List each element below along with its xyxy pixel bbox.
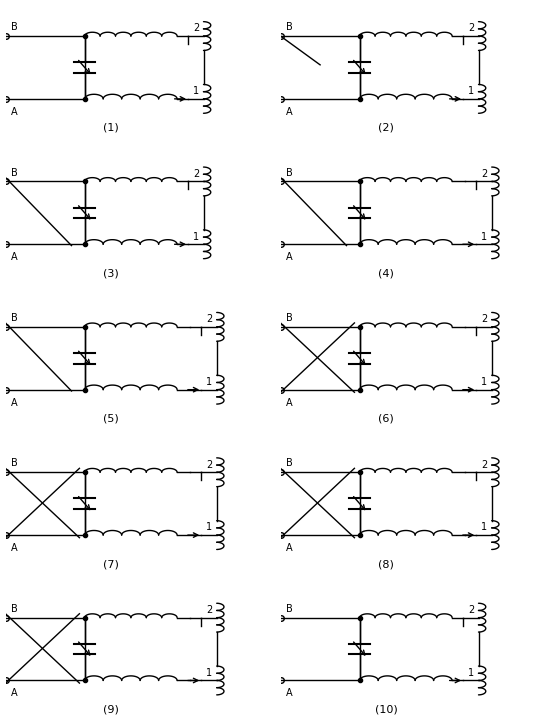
Text: 1: 1 [481,377,487,387]
Text: B: B [11,603,18,614]
Text: (8): (8) [378,559,394,569]
Text: 2: 2 [206,605,212,615]
Text: B: B [11,167,18,177]
Text: 2: 2 [481,314,487,324]
Text: A: A [11,398,18,408]
Text: (1): (1) [103,123,119,133]
Text: (6): (6) [378,414,394,424]
Text: A: A [286,543,293,553]
Text: B: B [286,313,293,323]
Text: 1: 1 [468,87,474,96]
Text: 2: 2 [193,169,199,179]
Text: 2: 2 [206,314,212,324]
Text: (2): (2) [378,123,394,133]
Text: B: B [286,603,293,614]
Text: B: B [286,458,293,468]
Text: 1: 1 [193,87,199,96]
Text: 1: 1 [481,232,487,241]
Text: 2: 2 [468,23,474,33]
Text: (4): (4) [378,268,394,278]
Text: A: A [286,252,293,262]
Text: A: A [11,107,18,117]
Text: A: A [286,398,293,408]
Text: (7): (7) [103,559,119,569]
Text: A: A [286,107,293,117]
Text: 1: 1 [193,232,199,241]
Text: 1: 1 [206,668,212,678]
Text: 1: 1 [468,668,474,678]
Text: (10): (10) [375,704,398,715]
Text: A: A [286,688,293,699]
Text: 1: 1 [481,523,487,532]
Text: 1: 1 [206,377,212,387]
Text: A: A [11,543,18,553]
Text: (9): (9) [103,704,119,715]
Text: 2: 2 [206,459,212,470]
Text: A: A [11,252,18,262]
Text: 2: 2 [481,169,487,179]
Text: A: A [11,688,18,699]
Text: 2: 2 [193,23,199,33]
Text: B: B [286,22,293,32]
Text: B: B [11,458,18,468]
Text: (5): (5) [103,414,119,424]
Text: 2: 2 [481,459,487,470]
Text: B: B [11,22,18,32]
Text: B: B [11,313,18,323]
Text: B: B [286,167,293,177]
Text: 1: 1 [206,523,212,532]
Text: (3): (3) [103,268,119,278]
Text: 2: 2 [468,605,474,615]
